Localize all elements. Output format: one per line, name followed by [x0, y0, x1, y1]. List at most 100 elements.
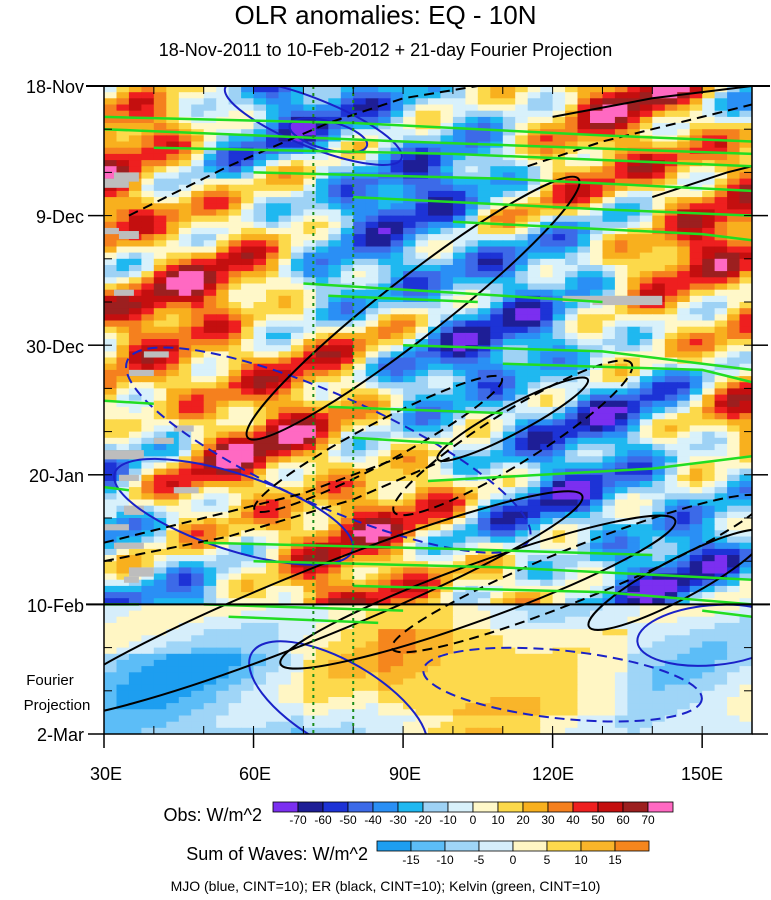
field-cell — [403, 166, 417, 173]
field-cell — [241, 431, 255, 439]
field-cell — [714, 166, 728, 173]
field-cell — [178, 629, 192, 636]
field-cell — [116, 369, 130, 377]
field-cell — [689, 616, 703, 624]
field-cell — [315, 369, 329, 377]
field-cell — [340, 610, 354, 618]
field-cell — [515, 295, 529, 303]
field-cell — [689, 413, 703, 420]
field-cell — [315, 240, 329, 248]
field-cell — [452, 141, 466, 149]
field-cell — [191, 252, 205, 260]
field-cell — [178, 622, 192, 630]
field-cell — [303, 659, 317, 667]
field-cell — [303, 437, 317, 445]
field-cell — [527, 542, 541, 550]
field-cell — [639, 573, 653, 581]
field-cell — [702, 616, 716, 624]
field-cell — [328, 635, 342, 643]
field-cell — [565, 209, 579, 217]
field-cell — [639, 104, 653, 112]
field-cell — [266, 129, 280, 136]
field-cell — [290, 437, 304, 445]
field-cell — [290, 530, 304, 538]
field-cell — [116, 598, 130, 605]
field-cell — [428, 511, 442, 519]
field-cell — [428, 203, 442, 211]
field-cell — [577, 431, 591, 439]
field-cell — [415, 246, 429, 254]
field-cell — [116, 518, 130, 525]
field-cell — [465, 641, 479, 649]
field-cell — [664, 511, 678, 519]
field-cell — [689, 141, 703, 149]
field-cell — [403, 474, 417, 482]
field-cell — [714, 110, 728, 118]
field-cell — [739, 573, 752, 581]
field-cell — [527, 135, 541, 143]
field-cell — [540, 92, 554, 99]
field-cell — [565, 271, 579, 278]
field-cell — [228, 394, 242, 402]
field-cell — [141, 561, 155, 568]
field-cell — [477, 339, 491, 346]
field-cell — [465, 431, 479, 439]
field-cell — [627, 246, 641, 254]
field-cell — [104, 678, 118, 686]
field-cell — [403, 530, 417, 538]
field-cell — [353, 567, 367, 575]
field-cell — [390, 468, 404, 476]
field-cell — [153, 462, 167, 470]
field-cell — [614, 339, 628, 346]
field-cell — [415, 351, 429, 359]
field-cell — [191, 610, 205, 618]
field-cell — [166, 536, 180, 544]
field-cell — [727, 548, 741, 556]
field-cell — [141, 474, 155, 482]
field-cell — [178, 283, 192, 291]
field-cell — [639, 647, 653, 655]
field-cell — [315, 419, 329, 427]
field-cell — [241, 653, 255, 661]
field-cell — [203, 431, 217, 439]
field-cell — [702, 450, 716, 457]
field-cell — [714, 141, 728, 149]
field-cell — [565, 635, 579, 643]
field-cell — [365, 511, 379, 519]
field-cell — [141, 166, 155, 173]
field-cell — [639, 351, 653, 359]
field-cell — [191, 166, 205, 173]
field-cell — [378, 468, 392, 476]
field-cell — [465, 413, 479, 420]
field-cell — [278, 258, 292, 266]
field-cell — [577, 629, 591, 636]
field-cell — [552, 240, 566, 248]
field-cell — [515, 666, 529, 673]
field-cell — [614, 431, 628, 439]
field-cell — [664, 271, 678, 278]
field-cell — [714, 135, 728, 143]
field-cell — [116, 332, 130, 340]
field-cell — [390, 326, 404, 334]
field-cell — [104, 215, 118, 223]
field-cell — [128, 400, 142, 408]
field-cell — [203, 530, 217, 538]
field-cell — [228, 339, 242, 346]
field-cell — [527, 641, 541, 649]
field-cell — [652, 302, 666, 309]
field-cell — [128, 160, 142, 167]
field-cell — [266, 265, 280, 272]
field-cell — [614, 567, 628, 575]
field-cell — [727, 172, 741, 180]
field-cell — [390, 629, 404, 636]
field-cell — [714, 493, 728, 501]
field-cell — [677, 382, 691, 389]
field-cell — [540, 172, 554, 180]
field-cell — [403, 234, 417, 241]
field-cell — [727, 160, 741, 167]
field-cell — [639, 197, 653, 204]
field-cell — [278, 567, 292, 575]
field-cell — [390, 425, 404, 433]
field-cell — [178, 190, 192, 198]
field-cell — [714, 246, 728, 254]
